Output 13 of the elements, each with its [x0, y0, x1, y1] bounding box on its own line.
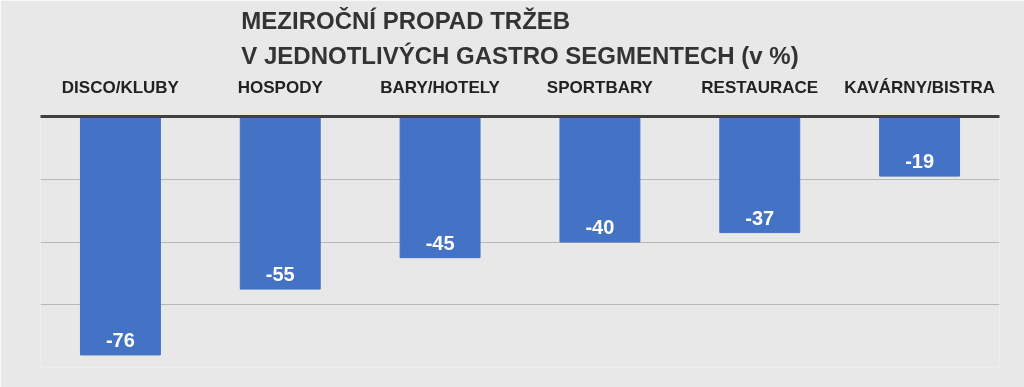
x-tick-label: KAVÁRNY/BISTRA — [844, 77, 995, 97]
x-tick-label: SPORTBARY — [546, 77, 654, 97]
data-label: -76 — [105, 328, 135, 351]
x-tick-label: DISCO/KLUBY — [61, 77, 180, 97]
data-label: -40 — [585, 216, 615, 238]
data-label: -19 — [905, 150, 935, 173]
chart-title: MEZIROČNÍ PROPAD TRŽEB V JEDNOTLIVÝCH GASTRO SEGMENTECH (v %) — [241, 7, 799, 70]
data-label: -45 — [425, 231, 455, 254]
x-tick-label: BARY/HOTELY — [380, 77, 501, 97]
data-label: -37 — [745, 206, 775, 229]
x-tick-label: RESTAURACE — [701, 77, 819, 97]
data-label: -55 — [265, 263, 295, 286]
x-tick-label: HOSPODY — [237, 77, 324, 97]
